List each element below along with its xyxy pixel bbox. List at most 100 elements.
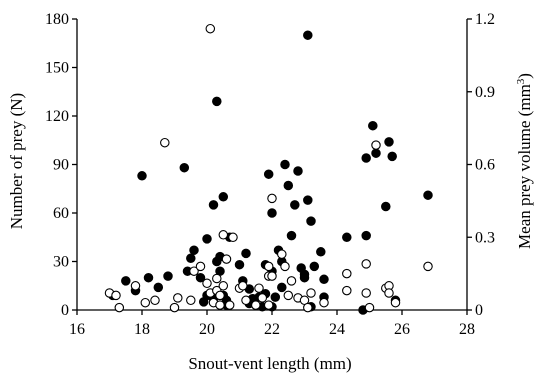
- prey-volume-point: [228, 232, 238, 243]
- prey-volume-point: [257, 293, 268, 303]
- prey-volume-point: [361, 259, 371, 269]
- prey-count-point: [368, 120, 378, 131]
- prey-count-point: [163, 271, 173, 281]
- prey-count-point: [423, 190, 433, 200]
- prey-volume-point: [189, 266, 199, 276]
- prey-count-point: [263, 169, 274, 179]
- x-axis-title: Snout-vent length (mm): [188, 354, 351, 373]
- prey-count-point: [218, 192, 229, 202]
- prey-count-point: [202, 234, 212, 244]
- prey-volume-point: [241, 295, 251, 306]
- prey-count-point: [361, 153, 371, 163]
- prey-count-point: [121, 276, 131, 286]
- prey-count-point: [361, 230, 371, 241]
- prey-volume-point: [342, 285, 352, 296]
- prey-volume-point: [267, 271, 277, 281]
- prey-volume-point: [114, 302, 125, 313]
- prey-volume-point: [215, 290, 225, 301]
- prey-volume-point: [111, 290, 121, 301]
- prey-volume-point: [267, 193, 277, 204]
- prey-volume-point: [277, 249, 287, 259]
- prey-count-point: [280, 159, 290, 170]
- y-tick-label: 120: [45, 108, 69, 125]
- y2-axis-title: Mean prey volume (mm3): [515, 73, 534, 249]
- prey-volume-point: [390, 297, 401, 308]
- prey-volume-point: [423, 261, 433, 272]
- prey-count-point: [143, 272, 154, 283]
- prey-volume-point: [286, 276, 297, 286]
- prey-count-point: [195, 272, 206, 283]
- prey-volume-point: [361, 288, 371, 298]
- prey-volume-point: [254, 283, 264, 293]
- x-tick-label: 26: [394, 321, 410, 338]
- x-tick-label: 24: [329, 321, 345, 338]
- prey-volume-point: [221, 254, 232, 264]
- y-tick-label: 60: [53, 205, 69, 222]
- prey-volume-point: [303, 302, 313, 313]
- prey-volume-point: [130, 281, 141, 291]
- prey-volume-point: [195, 261, 206, 272]
- prey-volume-point: [173, 293, 183, 303]
- prey-volume-point: [263, 300, 274, 310]
- prey-count-point: [319, 274, 329, 285]
- prey-volume-point: [371, 140, 381, 150]
- prey-volume-point: [238, 281, 248, 291]
- prey-volume-point: [218, 281, 229, 291]
- prey-volume-point: [384, 288, 394, 298]
- y2-tick-label: 0.3: [475, 229, 495, 246]
- axes: 16 18 20 22 24 26 28030609012015018000.30.60.9…: [45, 11, 495, 338]
- prey-count-point: [299, 269, 310, 280]
- x-tick-label: 16: [69, 321, 85, 338]
- prey-count-point: [293, 166, 303, 176]
- y2-axis-title-superscript: 3: [515, 78, 527, 84]
- prey-volume-point: [150, 295, 160, 306]
- prey-count-point: [277, 282, 287, 293]
- prey-count-point: [290, 200, 300, 210]
- prey-count-point: [186, 253, 196, 264]
- prey-volume-point: [342, 268, 352, 279]
- prey-volume-point: [205, 23, 216, 34]
- y2-tick-label: 1.2: [475, 11, 495, 28]
- prey-count-point: [303, 30, 313, 40]
- prey-volume-point: [263, 261, 274, 272]
- y2-tick-label: 0.9: [475, 84, 495, 101]
- y2-tick-label: 0.6: [475, 157, 495, 174]
- prey-volume-point: [224, 300, 235, 310]
- x-tick-label: 18: [134, 321, 150, 338]
- y2-tick-label: 0: [475, 302, 483, 319]
- x-tick-label: 22: [264, 321, 280, 338]
- y-tick-label: 0: [61, 302, 69, 319]
- prey-volume-point: [212, 273, 222, 284]
- prey-count-point: [342, 232, 352, 243]
- prey-volume-point: [140, 297, 151, 308]
- prey-count-point: [303, 195, 313, 205]
- prey-volume-point: [160, 137, 170, 148]
- y-tick-label: 30: [53, 254, 69, 271]
- prey-volume-point: [169, 302, 180, 313]
- prey-volume-point: [218, 230, 229, 240]
- prey-volume-point: [215, 300, 225, 310]
- prey-count-point: [267, 208, 277, 218]
- y2-axis-title-suffix: ): [515, 73, 534, 79]
- prey-count-point: [371, 148, 381, 158]
- prey-count-point: [241, 248, 251, 259]
- prey-count-point: [270, 292, 281, 302]
- y-tick-label: 180: [45, 11, 69, 28]
- prey-count-point: [381, 201, 391, 212]
- prey-count-point: [384, 137, 394, 147]
- prey-count-point: [316, 247, 326, 257]
- prey-count-point: [137, 171, 147, 181]
- prey-volume-point: [202, 278, 212, 289]
- prey-count-point: [286, 230, 297, 241]
- prey-volume-point: [319, 297, 329, 308]
- prey-count-point: [212, 96, 222, 107]
- prey-count-point: [306, 216, 316, 226]
- prey-volume-point: [280, 261, 290, 272]
- data-points: [104, 23, 433, 315]
- prey-count-point: [179, 162, 190, 173]
- prey-count-point: [208, 200, 219, 210]
- y-axis-title: Number of prey (N): [7, 93, 26, 229]
- prey-count-point: [283, 180, 294, 191]
- prey-count-point: [189, 245, 199, 255]
- prey-count-point: [234, 259, 245, 270]
